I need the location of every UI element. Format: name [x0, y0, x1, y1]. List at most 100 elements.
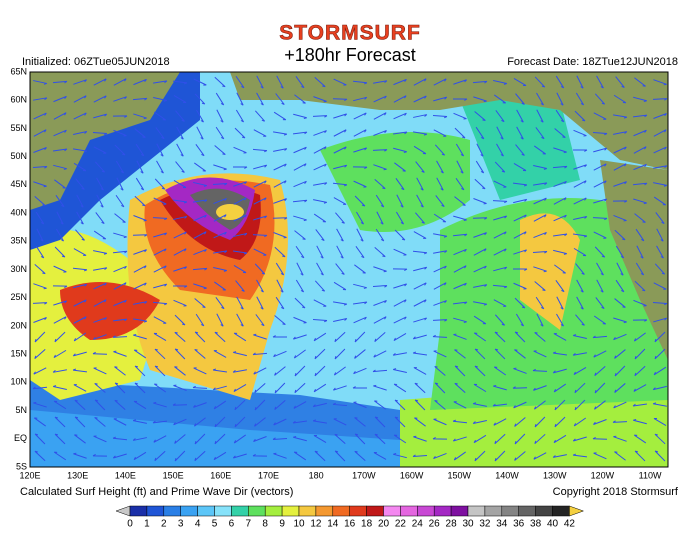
wave-vector	[216, 313, 224, 327]
wave-vector	[253, 215, 268, 221]
wave-vector	[613, 163, 627, 171]
wave-vector	[72, 351, 87, 357]
wave-vector	[133, 400, 147, 410]
wave-vector	[173, 215, 188, 221]
wave-vector	[472, 80, 488, 84]
lon-label: 110W	[639, 470, 662, 480]
wave-vector	[513, 198, 528, 204]
wave-vector	[496, 143, 504, 157]
wave-vector	[275, 262, 285, 276]
wave-vector	[533, 164, 547, 170]
wave-vector	[72, 267, 88, 272]
lon-label: 160E	[210, 470, 231, 480]
wave-vector	[32, 166, 48, 169]
wave-vector	[133, 451, 147, 461]
wave-vector	[555, 280, 565, 293]
wave-vector	[133, 249, 147, 255]
wave-vector	[314, 76, 326, 88]
wave-vector	[313, 332, 327, 342]
wave-vector	[256, 279, 264, 293]
wave-vector	[472, 420, 487, 424]
wave-vector	[52, 285, 68, 288]
wave-vector	[613, 131, 628, 135]
wave-vector	[473, 248, 487, 256]
wave-vector	[56, 211, 64, 225]
wave-vector	[293, 451, 307, 461]
legend-label: 26	[429, 519, 441, 530]
wave-vector	[252, 352, 268, 356]
wave-vector	[653, 417, 667, 426]
wave-vector	[53, 400, 67, 410]
wave-vector	[192, 267, 208, 271]
wave-vector	[333, 78, 347, 86]
wave-vector	[413, 78, 427, 86]
wave-vector	[393, 383, 407, 393]
wave-vector	[333, 197, 347, 205]
wave-vector	[576, 75, 584, 89]
wave-vector	[172, 403, 188, 406]
wave-vector	[254, 382, 266, 394]
swatch	[484, 505, 503, 517]
wave-vector	[233, 351, 247, 357]
wave-vector	[554, 399, 566, 411]
wave-vector	[33, 401, 47, 408]
forecast-date: Forecast Date: 18ZTue12JUN2018	[507, 56, 678, 68]
lon-label: 150W	[448, 470, 472, 480]
wave-vector	[353, 316, 367, 324]
wave-vector	[615, 245, 625, 259]
wave-vector	[314, 280, 326, 292]
wave-vector	[633, 434, 647, 444]
wave-vector	[393, 316, 407, 324]
lat-label: 20N	[10, 320, 27, 330]
wave-vector	[573, 247, 587, 257]
wave-vector	[533, 385, 547, 391]
wave-vector	[313, 199, 328, 204]
wave-vector	[333, 281, 347, 291]
wave-vector	[396, 194, 404, 208]
wave-vector	[433, 78, 447, 86]
wave-vector	[613, 435, 627, 442]
wave-vector	[515, 93, 525, 105]
wave-vector	[532, 250, 548, 254]
legend-label: 8	[262, 519, 268, 530]
over-swatch	[569, 505, 585, 517]
wave-vector	[293, 113, 307, 119]
wave-vector	[392, 131, 408, 135]
swatch	[298, 505, 317, 517]
wave-vector	[73, 248, 87, 256]
wave-vector	[293, 163, 307, 171]
wave-vector	[312, 115, 328, 118]
lat-label: EQ	[14, 433, 27, 443]
wave-vector	[115, 160, 125, 174]
wave-vector	[494, 161, 506, 173]
wave-vector	[213, 250, 228, 254]
wave-vector	[576, 279, 584, 293]
wave-vector	[174, 331, 186, 343]
wave-vector	[653, 129, 667, 137]
wave-vector	[392, 352, 407, 356]
wave-vector	[33, 112, 47, 120]
wave-vector	[433, 300, 447, 306]
wave-vector	[493, 248, 507, 256]
wave-vector	[353, 112, 367, 120]
wave-vector	[515, 313, 525, 327]
wave-vector	[132, 437, 147, 441]
legend-label: 38	[530, 519, 542, 530]
wave-vector	[493, 80, 507, 85]
wave-vector	[493, 299, 507, 307]
wave-vector	[112, 318, 128, 322]
wave-vector	[594, 93, 606, 105]
swatch	[552, 505, 570, 517]
caption: Calculated Surf Height (ft) and Prime Wa…	[20, 486, 293, 498]
lat-label: 45N	[10, 179, 27, 189]
legend-label: 16	[344, 519, 356, 530]
wave-vector	[53, 95, 67, 103]
wave-vector	[312, 319, 328, 323]
lat-label: 60N	[10, 95, 27, 105]
wave-vector	[214, 416, 226, 428]
wave-vector	[235, 75, 245, 89]
wave-vector	[112, 335, 128, 338]
wave-vector	[193, 402, 207, 408]
wave-vector	[435, 195, 445, 208]
wave-vector	[74, 399, 86, 411]
